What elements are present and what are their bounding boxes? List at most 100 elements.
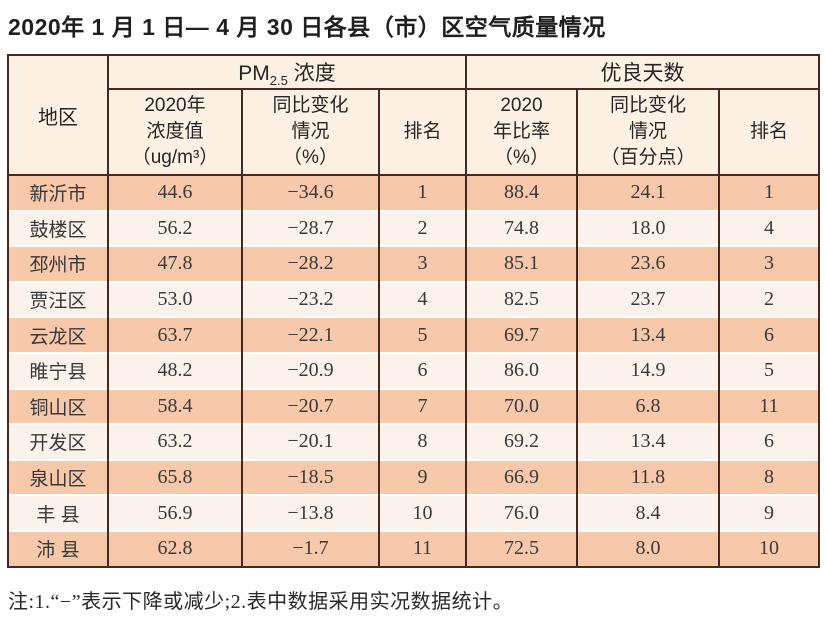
days-rate-cell: 86.0 (465, 351, 578, 389)
pm25-label-suffix: 浓度 (287, 61, 336, 85)
pm-rank-cell: 7 (378, 387, 467, 425)
pm-value-cell: 58.4 (107, 387, 243, 425)
days-rate-cell: 74.8 (465, 209, 578, 247)
pm-value-cell: 63.2 (107, 423, 243, 460)
table-row: 沛 县 62.8 −1.7 11 72.5 8.0 10 (7, 529, 821, 567)
days-change-cell: 14.9 (576, 351, 720, 389)
pm-rank-cell: 2 (378, 209, 467, 247)
col-header-days-rate: 2020 年比率 （%） (465, 89, 578, 176)
pm-value-cell: 63.7 (107, 316, 243, 353)
region-cell: 邳州市 (7, 245, 109, 282)
col-header-pm-change: 同比变化 情况 （%） (241, 89, 380, 176)
region-cell: 新沂市 (7, 174, 109, 211)
region-cell: 开发区 (7, 423, 109, 460)
pm-rank-cell: 11 (378, 529, 467, 567)
pm-change-cell: −28.7 (241, 209, 380, 247)
col-header-days-change: 同比变化 情况 （百分点） (576, 89, 720, 176)
table-row: 丰 县 56.9 −13.8 10 76.0 8.4 9 (7, 494, 821, 531)
pm-change-cell: −1.7 (241, 529, 380, 567)
days-rank-cell: 6 (717, 316, 821, 353)
region-cell: 鼓楼区 (7, 209, 109, 247)
days-change-cell: 8.0 (576, 529, 720, 567)
header-group-row: 地区 PM2.5 浓度 优良天数 (7, 55, 821, 176)
days-rank-cell: 9 (717, 494, 821, 531)
pm-change-cell: −20.9 (241, 351, 380, 389)
pm-value-cell: 53.0 (107, 280, 243, 318)
days-rank-cell: 5 (717, 351, 821, 389)
pm-rank-cell: 10 (378, 494, 467, 531)
table-row: 泉山区 65.8 −18.5 9 66.9 11.8 8 (7, 458, 821, 496)
days-rank-cell: 10 (717, 529, 821, 567)
table-row: 云龙区 63.7 −22.1 5 69.7 13.4 6 (7, 316, 821, 353)
days-rate-cell: 69.7 (465, 316, 578, 353)
pm-rank-cell: 3 (378, 245, 467, 282)
col-header-pm-rank: 排名 (378, 89, 467, 176)
days-change-cell: 13.4 (576, 316, 720, 353)
region-cell: 云龙区 (7, 316, 109, 353)
pm-rank-cell: 6 (378, 351, 467, 389)
days-rate-cell: 70.0 (465, 387, 578, 425)
days-change-cell: 24.1 (576, 174, 720, 211)
days-rate-cell: 69.2 (465, 423, 578, 460)
days-rank-cell: 3 (717, 245, 821, 282)
col-group-good-days: 优良天数 (464, 55, 821, 90)
days-rank-cell: 4 (717, 209, 821, 247)
region-cell: 贾汪区 (7, 280, 109, 318)
pm-change-cell: −20.7 (241, 387, 380, 425)
pm-change-cell: −23.2 (241, 280, 380, 318)
days-rank-cell: 2 (717, 280, 821, 318)
table-body: 新沂市 44.6 −34.6 1 88.4 24.1 1 鼓楼区 56.2 −2… (7, 174, 821, 567)
table-row: 新沂市 44.6 −34.6 1 88.4 24.1 1 (7, 174, 821, 211)
region-cell: 丰 县 (7, 494, 109, 531)
pm-rank-cell: 4 (378, 280, 467, 318)
pm-value-cell: 62.8 (107, 529, 243, 567)
table-row: 邳州市 47.8 −28.2 3 85.1 23.6 3 (7, 245, 821, 282)
pm-value-cell: 56.9 (107, 494, 243, 531)
pm-rank-cell: 1 (378, 174, 467, 211)
pm-value-cell: 48.2 (107, 351, 243, 389)
air-quality-table: 地区 PM2.5 浓度 优良天数 2020年 浓度值 （ug/m³） 同比变化 … (7, 54, 821, 568)
days-change-cell: 23.6 (576, 245, 720, 282)
region-cell: 泉山区 (7, 458, 109, 496)
pm-rank-cell: 5 (378, 316, 467, 353)
pm-value-cell: 65.8 (107, 458, 243, 496)
days-rank-cell: 11 (717, 387, 821, 425)
pm-change-cell: −22.1 (241, 316, 380, 353)
region-cell: 睢宁县 (7, 351, 109, 389)
pm-value-cell: 47.8 (107, 245, 243, 282)
days-rate-cell: 76.0 (465, 494, 578, 531)
days-rate-cell: 72.5 (465, 529, 578, 567)
days-change-cell: 13.4 (576, 423, 720, 460)
col-header-region: 地区 (7, 55, 109, 176)
pm-change-cell: −28.2 (241, 245, 380, 282)
days-rate-cell: 82.5 (465, 280, 578, 318)
days-change-cell: 8.4 (576, 494, 720, 531)
table-row: 贾汪区 53.0 −23.2 4 82.5 23.7 2 (7, 280, 821, 318)
region-cell: 沛 县 (7, 529, 109, 567)
pm25-label-subscript: 2.5 (269, 72, 288, 88)
days-change-cell: 23.7 (576, 280, 720, 318)
pm25-label-prefix: PM (238, 61, 270, 85)
days-rate-cell: 66.9 (465, 458, 578, 496)
table-row: 铜山区 58.4 −20.7 7 70.0 6.8 11 (7, 387, 821, 425)
region-cell: 铜山区 (7, 387, 109, 425)
table-row: 睢宁县 48.2 −20.9 6 86.0 14.9 5 (7, 351, 821, 389)
footnote: 注:1.“−”表示下降或减少;2.表中数据采用实况数据统计。 (8, 590, 514, 613)
table-header: 地区 PM2.5 浓度 优良天数 2020年 浓度值 （ug/m³） 同比变化 … (7, 55, 821, 176)
days-rank-cell: 8 (717, 458, 821, 496)
pm-change-cell: −34.6 (241, 174, 380, 211)
days-rate-cell: 88.4 (465, 174, 578, 211)
pm-value-cell: 56.2 (107, 209, 243, 247)
table-row: 开发区 63.2 −20.1 8 69.2 13.4 6 (7, 423, 821, 460)
days-rate-cell: 85.1 (465, 245, 578, 282)
col-header-days-rank: 排名 (717, 89, 821, 176)
pm-change-cell: −20.1 (241, 423, 380, 460)
pm-rank-cell: 8 (378, 423, 467, 460)
pm-change-cell: −18.5 (241, 458, 380, 496)
pm-rank-cell: 9 (378, 458, 467, 496)
pm-change-cell: −13.8 (241, 494, 380, 531)
days-change-cell: 18.0 (576, 209, 720, 247)
pm-value-cell: 44.6 (107, 174, 243, 211)
days-change-cell: 11.8 (576, 458, 720, 496)
